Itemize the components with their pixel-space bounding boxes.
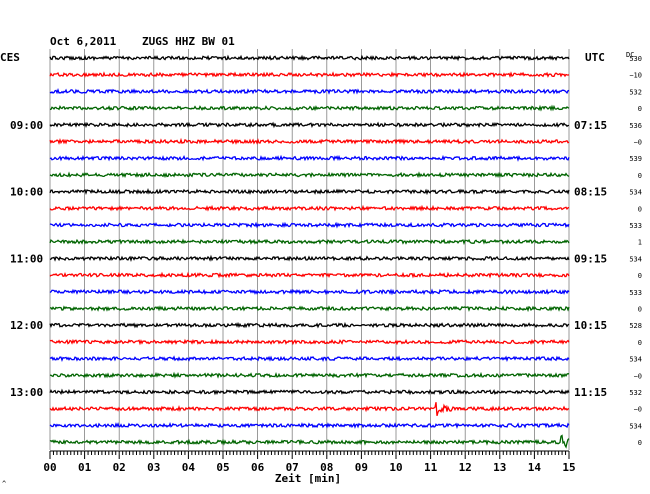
hour-label-right: 10:15 (574, 319, 607, 332)
trace-row (49, 321, 570, 329)
dc-value: 536 (629, 122, 642, 130)
trace-row (49, 254, 570, 263)
time-grid (49, 49, 570, 450)
dc-value: 532 (629, 389, 642, 397)
x-tick-label: 05 (216, 461, 229, 474)
trace-row (49, 137, 570, 146)
hour-label-right: 07:15 (574, 119, 607, 132)
dc-value: 534 (629, 422, 642, 430)
dc-value: 0 (638, 272, 642, 280)
x-tick-label: 00 (43, 461, 56, 474)
dc-value: 532 (629, 88, 642, 96)
trace-row (49, 305, 570, 313)
x-tick-label: 08 (320, 461, 333, 474)
trace-row (49, 121, 569, 129)
dc-value: −0 (634, 372, 642, 380)
dc-value: 534 (629, 189, 642, 197)
x-tick-label: 04 (182, 461, 196, 474)
trace-layer (49, 54, 570, 449)
trace-row (49, 271, 570, 279)
trace-row (49, 54, 570, 62)
hour-label-left: 10:00 (10, 186, 43, 199)
x-tick-label: 10 (389, 461, 402, 474)
dc-value: 534 (629, 255, 642, 263)
dc-value: 539 (629, 155, 642, 163)
x-tick-label: 14 (528, 461, 542, 474)
hour-label-left: 13:00 (10, 386, 43, 399)
trace-row (49, 422, 570, 430)
dc-value: −0 (634, 139, 642, 147)
x-tick-label: 12 (459, 461, 472, 474)
dc-value: 534 (629, 356, 642, 364)
corner-mark: ^ (2, 480, 6, 488)
dc-value: −10 (629, 72, 642, 80)
hour-label-right: 08:15 (574, 186, 607, 199)
hour-label-left: 09:00 (10, 119, 43, 132)
dc-value: 1 (638, 239, 642, 247)
x-axis-title: Zeit [min] (275, 472, 341, 485)
x-tick-label: 13 (493, 461, 506, 474)
x-tick-label: 06 (251, 461, 265, 474)
dc-value: −0 (634, 406, 642, 414)
x-tick-label: 03 (147, 461, 160, 474)
dc-value: 0 (638, 105, 642, 113)
label-layer: 09:00 10:00 11:00 12:00 13:00 07:15 08:15 09:15… (10, 55, 642, 447)
left-timezone-label: CES (0, 51, 20, 64)
right-timezone-label: UTC (585, 51, 605, 64)
station-label: ZUGS HHZ BW 01 (142, 35, 235, 48)
dc-value: 0 (638, 439, 642, 447)
trace-row (49, 388, 570, 396)
trace-row (49, 402, 570, 416)
x-tick-label: 15 (562, 461, 575, 474)
x-tick-label: 11 (424, 461, 438, 474)
x-tick-label: 01 (78, 461, 92, 474)
trace-row (49, 338, 570, 346)
trace-row (49, 104, 570, 112)
x-axis: 00 01 02 03 04 05 06 07 08 09 10 11 12 13 14 15 (43, 450, 576, 474)
trace-row (49, 434, 570, 449)
trace-row (49, 238, 570, 246)
hour-label-left: 11:00 (10, 252, 43, 265)
trace-row (49, 71, 570, 79)
x-tick-label: 02 (113, 461, 126, 474)
dc-value: 0 (638, 172, 642, 180)
dc-value: 0 (638, 205, 642, 213)
hour-label-right: 09:15 (574, 252, 607, 265)
trace-row (49, 371, 570, 379)
trace-row (49, 288, 570, 296)
dc-value: 0 (638, 306, 642, 314)
date-label: Oct 6,2011 (50, 35, 117, 48)
hour-label-left: 12:00 (10, 319, 43, 332)
trace-row (49, 204, 570, 212)
trace-row (49, 171, 570, 179)
trace-row (49, 221, 570, 229)
dc-value: 533 (629, 289, 642, 297)
dc-value: 0 (638, 339, 642, 347)
dc-value: 530 (629, 55, 642, 63)
trace-row (49, 188, 570, 196)
trace-row (49, 355, 570, 362)
trace-row (49, 154, 570, 162)
dc-value: 528 (629, 322, 642, 330)
x-tick-label: 09 (355, 461, 368, 474)
x-tick-label: 07 (286, 461, 299, 474)
dc-label: DC (626, 51, 634, 59)
hour-label-right: 11:15 (574, 386, 607, 399)
dc-value: 533 (629, 222, 642, 230)
trace-row (49, 87, 570, 95)
